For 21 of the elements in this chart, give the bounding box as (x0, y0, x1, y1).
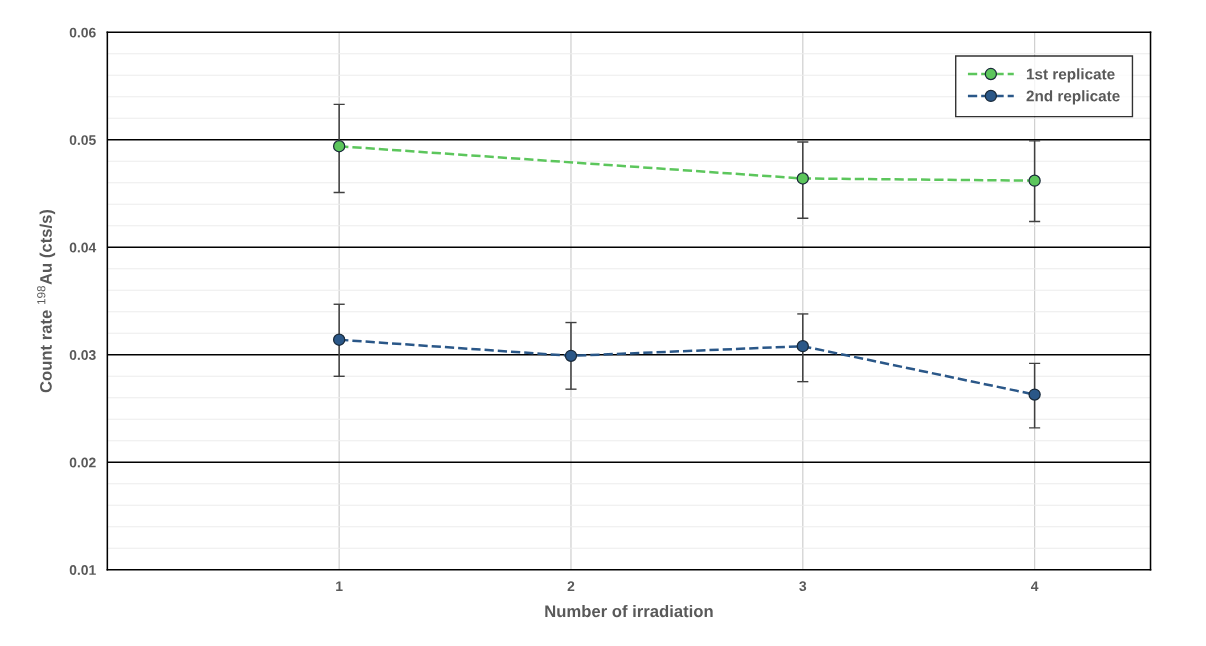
x-tick-label: 3 (799, 581, 807, 592)
y-tick-label: 0.03 (69, 350, 96, 360)
y-tick-label: 0.04 (69, 242, 97, 253)
y-tick-label: 0.01 (69, 565, 96, 575)
x-axis-title: Number of irradiation (545, 604, 713, 618)
legend-label: 1st replicate (1026, 68, 1115, 83)
point (1028, 388, 1041, 401)
x-tick-label: 2 (567, 581, 575, 591)
x-tick-label: 1 (336, 581, 343, 591)
y-tick-label: 0.06 (69, 27, 96, 38)
point (796, 340, 809, 353)
y-axis-title: Count rate $^{198}$Au (cts/s) (37, 209, 56, 393)
point (796, 172, 809, 185)
point (564, 349, 578, 363)
legend-label: 2nd replicate (1026, 90, 1120, 105)
y-tick-label: 0.02 (69, 457, 96, 468)
x-tick-label: 4 (1030, 581, 1039, 591)
point (1028, 174, 1041, 187)
point (332, 140, 346, 153)
point (332, 333, 346, 346)
y-tick-label: 0.05 (69, 135, 96, 145)
